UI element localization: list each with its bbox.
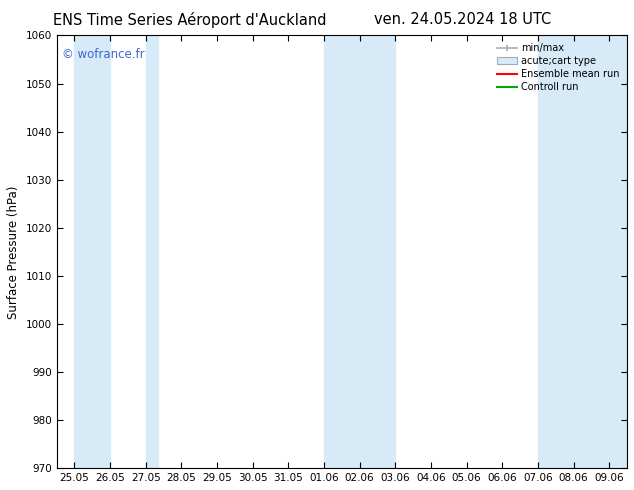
Legend: min/max, acute;cart type, Ensemble mean run, Controll run: min/max, acute;cart type, Ensemble mean … [495,40,622,95]
Text: © wofrance.fr: © wofrance.fr [62,49,145,61]
Text: ven. 24.05.2024 18 UTC: ven. 24.05.2024 18 UTC [374,12,552,27]
Bar [538,35,627,468]
Bar [146,35,158,468]
Bar [74,35,110,468]
Text: ENS Time Series Aéroport d'Auckland: ENS Time Series Aéroport d'Auckland [53,12,327,28]
Y-axis label: Surface Pressure (hPa): Surface Pressure (hPa) [7,185,20,318]
Bar [359,35,396,468]
Bar [324,35,359,468]
